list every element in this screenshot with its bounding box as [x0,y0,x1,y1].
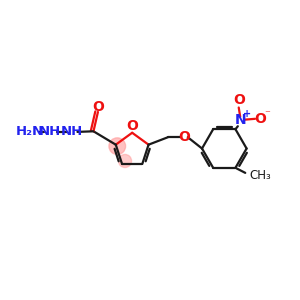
Text: O: O [233,93,245,107]
Text: O: O [254,112,266,126]
Circle shape [109,138,126,154]
Text: CH₃: CH₃ [249,169,271,182]
Text: O: O [178,130,190,144]
Text: H₂N: H₂N [16,125,44,138]
Text: N: N [234,113,246,127]
Text: +: + [243,109,251,119]
Text: O: O [92,100,104,114]
Text: ⁻: ⁻ [265,109,271,119]
Text: NH: NH [39,125,61,138]
Text: O: O [126,119,138,133]
Circle shape [118,154,131,167]
Text: NH: NH [61,125,83,138]
